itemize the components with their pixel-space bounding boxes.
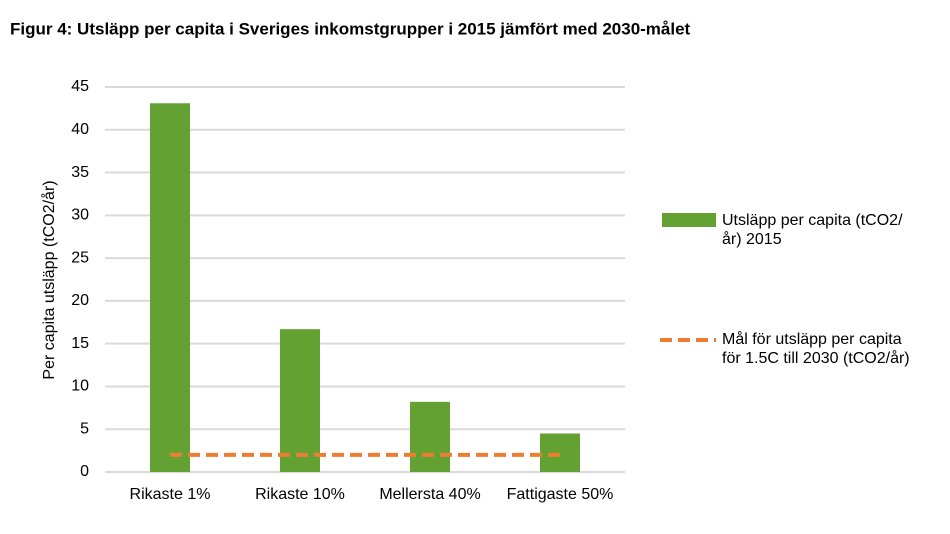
legend-label: Mål för utsläpp per capita för 1.5C till… [722,331,910,367]
legend-key [662,213,716,227]
y-axis-label: Per capita utsläpp (tCO2/år) [40,180,58,379]
y-tick-label: 35 [71,164,89,181]
bar [280,329,320,472]
y-tick-label: 45 [71,78,89,95]
y-tick-label: 0 [80,463,89,480]
y-tick-label: 20 [71,292,89,309]
bar [410,401,450,472]
chart-title: Figur 4: Utsläpp per capita i Sveriges i… [10,19,691,38]
y-tick-label: 10 [71,378,89,395]
y-tick-label: 5 [80,420,89,437]
y-tick-label: 15 [71,335,89,352]
y-tick-label: 40 [71,121,89,138]
x-tick-label: Rikaste 10% [255,486,345,503]
y-tick-label: 25 [71,249,89,266]
bar [150,103,190,472]
legend-label: Utsläpp per capita (tCO2/år) 2015 [722,212,903,248]
x-tick-label: Rikaste 1% [130,486,211,503]
x-tick-label: Fattigaste 50% [507,486,614,503]
x-tick-label: Mellersta 40% [379,486,480,503]
bar [540,433,580,472]
y-tick-label: 30 [71,207,89,224]
